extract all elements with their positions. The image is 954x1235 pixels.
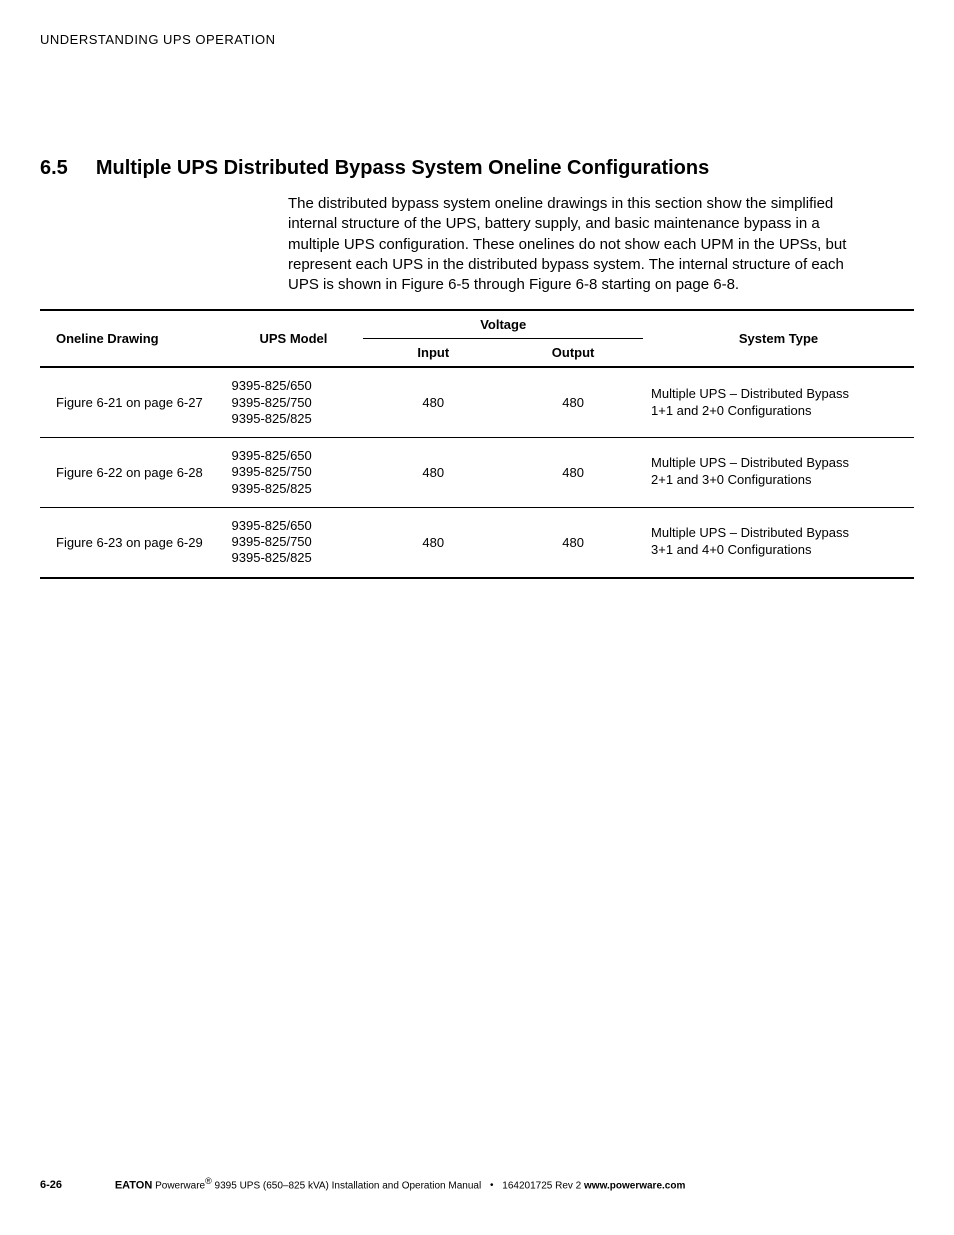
footer-brand: EATON — [115, 1179, 153, 1191]
running-header: UNDERSTANDING UPS OPERATION — [40, 32, 914, 47]
table-row: Figure 6-23 on page 6-29 9395-825/650939… — [40, 507, 914, 577]
cell-output: 480 — [503, 367, 643, 437]
section-title: Multiple UPS Distributed Bypass System O… — [96, 157, 914, 180]
section-heading: 6.5 Multiple UPS Distributed Bypass Syst… — [40, 157, 914, 180]
cell-system: Multiple UPS – Distributed Bypass1+1 and… — [643, 367, 914, 437]
cell-model: 9395-825/6509395-825/7509395-825/825 — [224, 367, 364, 437]
th-system-type: System Type — [643, 310, 914, 367]
cell-model: 9395-825/6509395-825/7509395-825/825 — [224, 438, 364, 508]
page-footer: 6-26 EATON Powerware® 9395 UPS (650–825 … — [40, 1176, 914, 1191]
th-output: Output — [503, 339, 643, 368]
cell-drawing: Figure 6-23 on page 6-29 — [40, 507, 224, 577]
section-number: 6.5 — [40, 157, 68, 180]
cell-model: 9395-825/6509395-825/7509395-825/825 — [224, 507, 364, 577]
footer-docid: 164201725 Rev 2 — [502, 1180, 581, 1191]
th-voltage: Voltage — [363, 310, 643, 339]
page-number: 6-26 — [40, 1179, 62, 1191]
cell-system: Multiple UPS – Distributed Bypass3+1 and… — [643, 507, 914, 577]
cell-system: Multiple UPS – Distributed Bypass2+1 and… — [643, 438, 914, 508]
table-row: Figure 6-22 on page 6-28 9395-825/650939… — [40, 438, 914, 508]
th-input: Input — [363, 339, 503, 368]
footer-url-text: www.powerware.com — [584, 1180, 685, 1191]
footer-product-prefix: Powerware — [152, 1180, 205, 1191]
section-paragraph: The distributed bypass system oneline dr… — [288, 194, 874, 295]
th-oneline-drawing: Oneline Drawing — [40, 310, 224, 367]
footer-product-suffix: 9395 UPS (650–825 kVA) Installation and … — [212, 1180, 481, 1191]
table-body: Figure 6-21 on page 6-27 9395-825/650939… — [40, 367, 914, 577]
th-ups-model: UPS Model — [224, 310, 364, 367]
oneline-config-table: Oneline Drawing UPS Model Voltage System… — [40, 309, 914, 578]
cell-input: 480 — [363, 507, 503, 577]
table-row: Figure 6-21 on page 6-27 9395-825/650939… — [40, 367, 914, 437]
cell-input: 480 — [363, 438, 503, 508]
registered-mark: ® — [205, 1176, 212, 1186]
cell-output: 480 — [503, 438, 643, 508]
footer-url: www.powerware.com — [584, 1180, 685, 1191]
footer-bullet: • — [490, 1180, 494, 1191]
cell-drawing: Figure 6-21 on page 6-27 — [40, 367, 224, 437]
cell-drawing: Figure 6-22 on page 6-28 — [40, 438, 224, 508]
cell-input: 480 — [363, 367, 503, 437]
cell-output: 480 — [503, 507, 643, 577]
